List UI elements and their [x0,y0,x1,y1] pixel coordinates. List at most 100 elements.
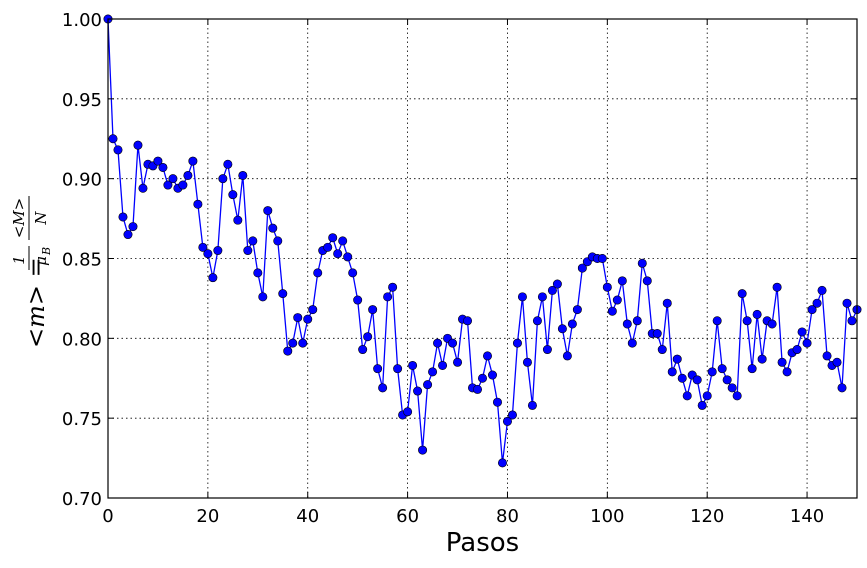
data-point [448,338,458,348]
data-point [512,338,522,348]
data-point [607,306,617,316]
data-point [807,305,817,315]
data-point [707,367,717,377]
y-axis-label-frac1-den: μ [32,256,50,266]
data-point [757,354,767,364]
data-point [208,273,218,283]
data-point [298,338,308,348]
data-point [492,397,502,407]
data-point [517,292,527,302]
data-point [263,206,273,216]
data-point [413,386,423,396]
data-point [732,391,742,401]
data-point [418,445,428,455]
data-point [712,316,722,326]
data-point [727,383,737,393]
data-point [667,367,677,377]
data-point [213,246,223,256]
data-point [338,236,348,246]
data-point [602,282,612,292]
data-point [243,246,253,256]
data-point [308,305,318,315]
data-point [433,338,443,348]
data-point [333,249,343,259]
data-point [557,324,567,334]
x-tick-label: 0 [102,506,113,527]
x-tick-label: 140 [790,506,824,527]
series-layer [103,14,862,468]
data-point [268,223,278,233]
data-point [752,309,762,319]
data-point [767,319,777,329]
data-point [722,375,732,385]
data-point [497,458,507,468]
data-point [822,351,832,361]
data-point [248,236,258,246]
data-point [572,305,582,315]
data-point [682,391,692,401]
y-axis-label-frac2-num: <M> [10,198,28,239]
data-point [622,319,632,329]
x-tick-label: 100 [590,506,624,527]
data-point [283,346,293,356]
data-point [637,258,647,268]
data-point [477,373,487,383]
data-point [782,367,792,377]
data-point [847,316,857,326]
y-axis-label-lhs: <m> = [22,257,50,348]
y-tick-label: 0.75 [62,409,102,430]
y-tick-labels: 0.70 0.75 0.80 0.85 0.90 0.95 1.00 [62,10,102,510]
data-point [502,416,512,426]
y-tick-label: 0.90 [62,170,102,191]
y-axis-label-frac1-den-sub: B [40,247,53,256]
data-point [393,364,403,374]
data-point [832,357,842,367]
data-point [238,170,248,180]
data-point [128,222,138,232]
data-point [463,316,473,326]
data-point [258,292,268,302]
data-point [273,236,283,246]
data-point [537,292,547,302]
data-point [487,370,497,380]
axis-ticks [107,18,857,499]
data-point [328,233,338,243]
data-point [403,407,413,417]
data-point [772,282,782,292]
series-line [107,18,858,463]
data-point [188,156,198,166]
data-point [168,174,178,184]
data-point [423,380,433,390]
data-point [677,373,687,383]
y-tick-label: 0.95 [62,90,102,111]
data-point [178,180,188,190]
data-point [802,338,812,348]
data-point [842,298,852,308]
x-tick-label: 40 [296,506,319,527]
data-point [278,289,288,299]
data-point [118,212,128,222]
data-point [428,367,438,377]
data-point [597,254,607,264]
data-point [473,384,483,394]
y-axis-label-frac1-num: 1 [10,255,28,265]
data-point [697,400,707,410]
data-point [223,159,233,169]
data-point [358,345,368,355]
data-point [627,338,637,348]
data-point [313,268,323,278]
data-point [233,215,243,225]
data-point [123,230,133,240]
data-point [388,282,398,292]
data-point [253,268,263,278]
data-point [198,242,208,252]
x-tick-labels: 0 20 40 60 80 100 120 140 [102,506,824,527]
data-point [792,345,802,355]
data-point [797,327,807,337]
data-point [288,338,298,348]
data-point [343,252,353,262]
data-point [552,279,562,289]
data-point [547,285,557,295]
data-point [577,263,587,273]
data-point [702,391,712,401]
